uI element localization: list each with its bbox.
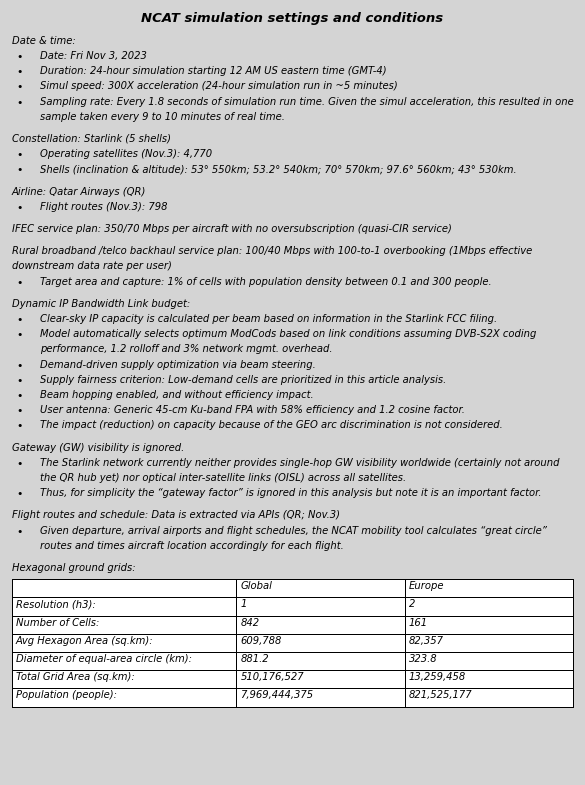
Text: 161: 161 xyxy=(409,618,428,627)
Bar xyxy=(405,688,573,707)
Text: •: • xyxy=(16,527,22,537)
Text: Flight routes and schedule: Data is extracted via APIs (QR; Nov.3): Flight routes and schedule: Data is extr… xyxy=(12,510,340,520)
Text: Supply fairness criterion: Low-demand cells are prioritized in this article anal: Supply fairness criterion: Low-demand ce… xyxy=(40,374,446,385)
Text: •: • xyxy=(16,422,22,432)
Text: Global: Global xyxy=(240,581,272,591)
Text: •: • xyxy=(16,376,22,385)
Text: Hexagonal ground grids:: Hexagonal ground grids: xyxy=(12,563,136,573)
Text: 82,357: 82,357 xyxy=(409,636,443,646)
Bar xyxy=(236,597,405,615)
Text: 13,259,458: 13,259,458 xyxy=(409,672,466,682)
Text: Target area and capture: 1% of cells with population density between 0.1 and 300: Target area and capture: 1% of cells wit… xyxy=(40,276,491,287)
Text: •: • xyxy=(16,52,22,62)
Text: •: • xyxy=(16,458,22,469)
Text: Duration: 24-hour simulation starting 12 AM US eastern time (GMT-4): Duration: 24-hour simulation starting 12… xyxy=(40,66,387,76)
Text: •: • xyxy=(16,315,22,325)
Text: performance, 1.2 rolloff and 3% network mgmt. overhead.: performance, 1.2 rolloff and 3% network … xyxy=(40,345,332,354)
Text: Date & time:: Date & time: xyxy=(12,36,75,46)
Text: Airline: Qatar Airways (QR): Airline: Qatar Airways (QR) xyxy=(12,187,146,196)
Bar xyxy=(12,688,236,707)
Bar xyxy=(405,652,573,670)
Bar xyxy=(236,633,405,652)
Text: 881.2: 881.2 xyxy=(240,654,269,664)
Text: Europe: Europe xyxy=(409,581,444,591)
Text: •: • xyxy=(16,391,22,401)
Text: Clear-sky IP capacity is calculated per beam based on information in the Starlin: Clear-sky IP capacity is calculated per … xyxy=(40,314,497,324)
Text: Demand-driven supply optimization via beam steering.: Demand-driven supply optimization via be… xyxy=(40,360,316,370)
Text: Rural broadband /telco backhaul service plan: 100/40 Mbps with 100-to-1 overbook: Rural broadband /telco backhaul service … xyxy=(12,246,532,256)
Text: Gateway (GW) visibility is ignored.: Gateway (GW) visibility is ignored. xyxy=(12,443,184,453)
Text: User antenna: Generic 45-cm Ku-band FPA with 58% efficiency and 1.2 cosine facto: User antenna: Generic 45-cm Ku-band FPA … xyxy=(40,405,465,415)
Text: •: • xyxy=(16,330,22,340)
Text: •: • xyxy=(16,68,22,77)
Text: Simul speed: 300X acceleration (24-hour simulation run in ~5 minutes): Simul speed: 300X acceleration (24-hour … xyxy=(40,82,398,91)
Text: •: • xyxy=(16,360,22,371)
Bar xyxy=(405,579,573,597)
Bar xyxy=(12,615,236,633)
Text: IFEC service plan: 350/70 Mbps per aircraft with no oversubscription (quasi-CIR : IFEC service plan: 350/70 Mbps per aircr… xyxy=(12,224,452,234)
Bar xyxy=(405,670,573,688)
Text: downstream data rate per user): downstream data rate per user) xyxy=(12,261,172,272)
Bar xyxy=(236,688,405,707)
Bar xyxy=(12,633,236,652)
Text: 842: 842 xyxy=(240,618,260,627)
Text: sample taken every 9 to 10 minutes of real time.: sample taken every 9 to 10 minutes of re… xyxy=(40,111,285,122)
Bar xyxy=(405,597,573,615)
Text: Diameter of equal-area circle (km):: Diameter of equal-area circle (km): xyxy=(16,654,192,664)
Text: •: • xyxy=(16,489,22,499)
Text: •: • xyxy=(16,278,22,287)
Text: Sampling rate: Every 1.8 seconds of simulation run time. Given the simul acceler: Sampling rate: Every 1.8 seconds of simu… xyxy=(40,97,574,107)
Text: 7,969,444,375: 7,969,444,375 xyxy=(240,690,314,700)
Bar xyxy=(12,652,236,670)
Text: routes and times aircraft location accordingly for each flight.: routes and times aircraft location accor… xyxy=(40,541,344,551)
Text: Date: Fri Nov 3, 2023: Date: Fri Nov 3, 2023 xyxy=(40,51,147,61)
Text: The impact (reduction) on capacity because of the GEO arc discrimination is not : The impact (reduction) on capacity becau… xyxy=(40,421,503,430)
Text: Thus, for simplicity the “gateway factor” is ignored in this analysis but note i: Thus, for simplicity the “gateway factor… xyxy=(40,488,542,498)
Bar xyxy=(405,615,573,633)
Text: Number of Cells:: Number of Cells: xyxy=(16,618,99,627)
Text: •: • xyxy=(16,203,22,213)
Text: NCAT simulation settings and conditions: NCAT simulation settings and conditions xyxy=(142,12,443,25)
Text: Avg Hexagon Area (sq.km):: Avg Hexagon Area (sq.km): xyxy=(16,636,154,646)
Text: 1: 1 xyxy=(240,600,247,609)
Text: 323.8: 323.8 xyxy=(409,654,438,664)
Text: Given departure, arrival airports and flight schedules, the NCAT mobility tool c: Given departure, arrival airports and fl… xyxy=(40,526,547,535)
Bar xyxy=(12,579,573,707)
Text: Operating satellites (Nov.3): 4,770: Operating satellites (Nov.3): 4,770 xyxy=(40,149,212,159)
Bar xyxy=(236,615,405,633)
Text: •: • xyxy=(16,406,22,416)
Bar xyxy=(12,670,236,688)
Text: Resolution (h3):: Resolution (h3): xyxy=(16,600,96,609)
Text: the QR hub yet) nor optical inter-satellite links (OISL) across all satellites.: the QR hub yet) nor optical inter-satell… xyxy=(40,473,406,483)
Text: Beam hopping enabled, and without efficiency impact.: Beam hopping enabled, and without effici… xyxy=(40,390,314,400)
Text: Shells (inclination & altitude): 53° 550km; 53.2° 540km; 70° 570km; 97.6° 560km;: Shells (inclination & altitude): 53° 550… xyxy=(40,164,517,174)
Text: Model automatically selects optimum ModCods based on link conditions assuming DV: Model automatically selects optimum ModC… xyxy=(40,329,536,339)
Bar xyxy=(236,579,405,597)
Text: Total Grid Area (sq.km):: Total Grid Area (sq.km): xyxy=(16,672,135,682)
Text: •: • xyxy=(16,166,22,175)
Text: Flight routes (Nov.3): 798: Flight routes (Nov.3): 798 xyxy=(40,202,167,212)
Text: The Starlink network currently neither provides single-hop GW visibility worldwi: The Starlink network currently neither p… xyxy=(40,458,559,468)
Bar xyxy=(236,670,405,688)
Text: Constellation: Starlink (5 shells): Constellation: Starlink (5 shells) xyxy=(12,134,171,144)
Text: •: • xyxy=(16,82,22,93)
Text: •: • xyxy=(16,97,22,108)
Bar xyxy=(236,652,405,670)
Text: Population (people):: Population (people): xyxy=(16,690,117,700)
Bar xyxy=(405,633,573,652)
Text: Dynamic IP Bandwidth Link budget:: Dynamic IP Bandwidth Link budget: xyxy=(12,299,190,309)
Text: 2: 2 xyxy=(409,600,415,609)
Text: 510,176,527: 510,176,527 xyxy=(240,672,304,682)
Text: •: • xyxy=(16,150,22,160)
Text: 821,525,177: 821,525,177 xyxy=(409,690,472,700)
Text: 609,788: 609,788 xyxy=(240,636,282,646)
Bar xyxy=(12,597,236,615)
Bar xyxy=(12,579,236,597)
